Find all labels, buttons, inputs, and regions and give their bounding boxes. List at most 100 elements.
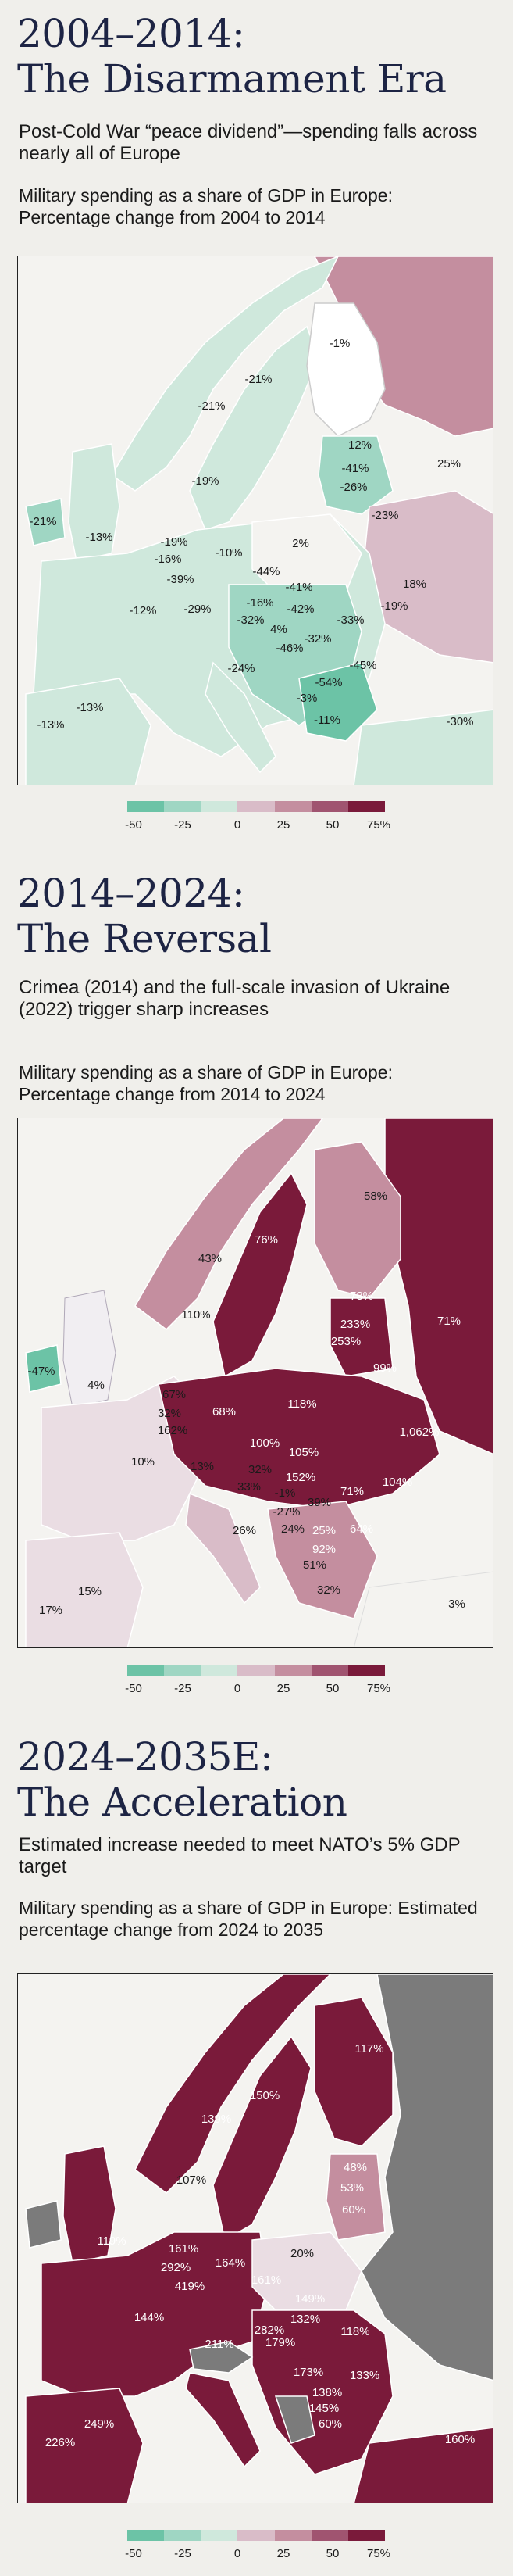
region-iberia — [25, 678, 151, 785]
region-balkans-gray — [274, 2395, 315, 2444]
map-description: Military spending as a share of GDP in E… — [19, 185, 393, 227]
map-label: -27% — [273, 1505, 300, 1519]
map-label: 71% — [340, 1485, 364, 1498]
region-turkey — [353, 2427, 493, 2503]
region-sweden — [212, 1172, 308, 1378]
map-label: -54% — [315, 676, 342, 689]
map-label: 20% — [290, 2247, 314, 2260]
map-label: 12% — [348, 438, 372, 452]
map-label: 32% — [248, 1463, 272, 1476]
map-label: 64% — [350, 1522, 373, 1536]
map-label: -45% — [349, 659, 376, 672]
legend-ticks: -50 -25 0 25 50 75% — [125, 818, 390, 832]
legend-tick: -25 — [174, 818, 191, 832]
map-label: 104% — [383, 1476, 412, 1489]
map-label: 67% — [162, 1388, 186, 1401]
map-label: -32% — [304, 632, 331, 646]
map-label: -1% — [330, 337, 351, 350]
legend-tick: -50 — [125, 818, 142, 832]
map-label: -13% — [76, 701, 103, 714]
map-label: 32% — [158, 1407, 181, 1420]
map-label: -16% — [154, 553, 181, 566]
map-svg: 58% 76% 43% 78% 110% 233% 71% 253% 99% -… — [18, 1118, 493, 1647]
legend-tick: -50 — [125, 1682, 142, 1695]
map-labels: -1% -21% -21% 12% 25% -19% -41% -26% -21… — [29, 337, 473, 732]
map-label: -21% — [244, 373, 272, 386]
europe-map-2024-2035: 117% 150% 139% 48% 53% 107% 60% 119% 161… — [17, 1973, 493, 2503]
map-label: 13% — [191, 1460, 214, 1473]
map-label: 118% — [340, 2325, 369, 2338]
region-ireland — [25, 1344, 62, 1393]
map-description: Military spending as a share of GDP in E… — [19, 1062, 393, 1104]
section-title: 2014–2024: The Reversal — [17, 871, 501, 961]
map-label: -44% — [252, 565, 280, 578]
region-baltics — [318, 435, 394, 515]
region-uk — [62, 2145, 116, 2264]
map-label: 60% — [319, 2417, 342, 2431]
legend-tick: 50 — [326, 2547, 340, 2560]
map-label: -23% — [371, 509, 398, 522]
map-label: 99% — [373, 1361, 397, 1375]
legend-tick: 25 — [276, 818, 290, 832]
region-finland — [306, 302, 386, 437]
map-label: 4% — [270, 623, 287, 636]
map-label: 26% — [233, 1524, 256, 1537]
map-label: -19% — [160, 535, 187, 549]
map-label: 233% — [340, 1318, 370, 1331]
map-label: 10% — [131, 1455, 155, 1469]
map-label: -19% — [191, 474, 219, 488]
map-label: -21% — [29, 515, 56, 528]
section-subtitle: Estimated increase needed to meet NATO’s… — [19, 1834, 461, 1877]
title-line-2: The Acceleration — [17, 1780, 347, 1825]
map-label: 150% — [250, 2089, 280, 2102]
legend-tick: 0 — [233, 1682, 241, 1695]
map-label: 138% — [312, 2386, 342, 2399]
region-balkans — [267, 1501, 378, 1619]
map-label: -33% — [337, 614, 364, 627]
map-label: -10% — [215, 546, 242, 560]
map-label: 145% — [309, 2402, 339, 2415]
legend-tick: 0 — [233, 818, 241, 832]
region-baltics — [330, 1297, 394, 1377]
region-balkans — [298, 662, 378, 742]
map-label: 119% — [97, 2234, 126, 2248]
map-label: 226% — [45, 2436, 75, 2449]
section-2024-2035: 2024–2035E: The Acceleration Estimated i… — [0, 1723, 513, 2576]
map-label: 51% — [303, 1558, 326, 1572]
map-label: -13% — [85, 531, 112, 544]
color-legend: -50 -25 0 25 50 75% — [125, 1665, 390, 1696]
section-subtitle: Crimea (2014) and the full-scale invasio… — [19, 977, 451, 1020]
region-italy — [205, 661, 276, 774]
region-finland — [314, 1141, 401, 1299]
region-norway — [134, 1118, 323, 1330]
map-label: 15% — [78, 1585, 102, 1598]
map-label: 292% — [161, 2261, 191, 2274]
title-line-2: The Reversal — [17, 916, 272, 961]
map-label: -41% — [285, 581, 312, 594]
europe-map-2014-2024: 58% 76% 43% 78% 110% 233% 71% 253% 99% -… — [17, 1118, 493, 1648]
region-sweden — [189, 325, 319, 531]
map-label: 100% — [250, 1436, 280, 1450]
map-label: 164% — [216, 2256, 245, 2270]
map-svg: 117% 150% 139% 48% 53% 107% 60% 119% 161… — [18, 1974, 493, 2503]
legend-ticks: -50 -25 0 25 50 75% — [125, 2547, 390, 2561]
map-label: -1% — [275, 1487, 296, 1500]
legend-tick: -25 — [174, 2547, 191, 2560]
map-label: 32% — [317, 1583, 340, 1597]
map-label: 39% — [308, 1496, 331, 1509]
region-turkey — [353, 709, 493, 785]
title-line-2: The Disarmament Era — [17, 56, 447, 102]
title-line-1: 2014–2024: — [17, 871, 245, 916]
map-label: -47% — [27, 1365, 55, 1378]
section-2014-2024: 2014–2024: The Reversal Crimea (2014) an… — [0, 860, 513, 1712]
map-svg: -1% -21% -21% 12% 25% -19% -41% -26% -21… — [18, 256, 493, 785]
map-label: 17% — [39, 1604, 62, 1617]
legend-tick: 75% — [366, 2547, 391, 2560]
region-central-east — [251, 2309, 394, 2475]
map-label: 48% — [344, 2161, 367, 2174]
map-label: 105% — [289, 1446, 319, 1459]
legend-tick: 25 — [276, 2547, 290, 2560]
map-label: -24% — [227, 662, 255, 675]
map-label: 160% — [445, 2433, 475, 2446]
map-label: 139% — [201, 2113, 231, 2126]
